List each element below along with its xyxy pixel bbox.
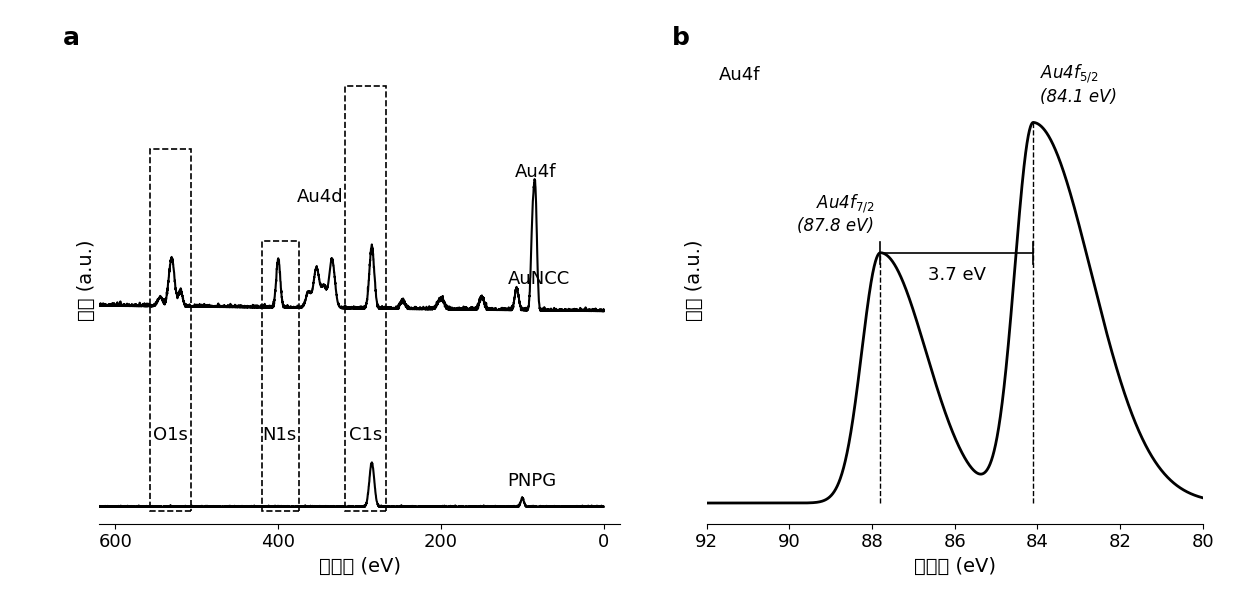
Y-axis label: 强度 (a.u.): 强度 (a.u.) [77, 239, 97, 321]
Text: N1s: N1s [263, 426, 296, 444]
Text: PNPG: PNPG [507, 472, 557, 490]
Text: Au4d: Au4d [298, 188, 343, 206]
Text: Au4f$_{5/2}$
(84.1 eV): Au4f$_{5/2}$ (84.1 eV) [1039, 63, 1116, 106]
Bar [262, 241, 299, 511]
Text: O1s: O1s [153, 426, 187, 444]
Y-axis label: 强度 (a.u.): 强度 (a.u.) [684, 239, 704, 321]
Text: AuNCC: AuNCC [507, 270, 570, 288]
Text: Au4f: Au4f [515, 163, 556, 181]
Text: a: a [63, 26, 79, 51]
Text: 3.7 eV: 3.7 eV [928, 265, 986, 284]
Text: b: b [672, 26, 689, 51]
X-axis label: 结合能 (eV): 结合能 (eV) [319, 557, 401, 576]
Text: C1s: C1s [348, 426, 382, 444]
X-axis label: 结合能 (eV): 结合能 (eV) [914, 557, 996, 576]
Bar [345, 86, 386, 511]
Text: Au4f$_{7/2}$
(87.8 eV): Au4f$_{7/2}$ (87.8 eV) [797, 192, 874, 235]
Text: Au4f: Au4f [719, 66, 760, 84]
Bar [150, 149, 191, 511]
